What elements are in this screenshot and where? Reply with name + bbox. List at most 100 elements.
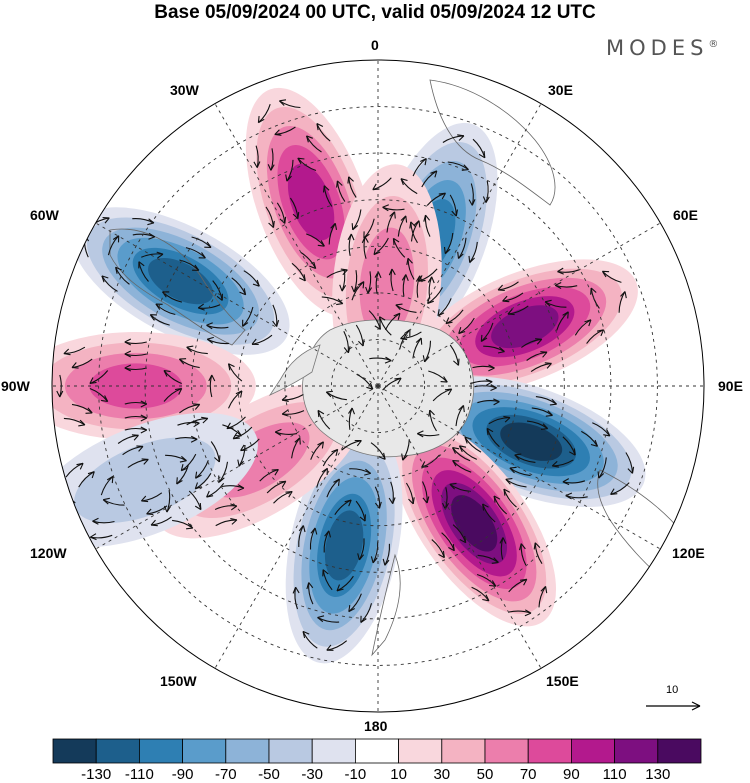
streamline-arrowhead (252, 279, 260, 287)
streamline-arrowhead (401, 274, 409, 282)
new-zealand-outline (371, 553, 401, 657)
colorbar-tick-label: 70 (519, 766, 537, 783)
streamline-arrowhead (457, 134, 465, 141)
streamline-arrowhead (518, 543, 526, 551)
streamline-arrowhead (554, 282, 562, 289)
streamline-arrowhead (330, 222, 338, 230)
colorbar-swatch-4 (225, 738, 270, 764)
streamline-arrowhead (464, 436, 472, 444)
streamline-arrowhead (317, 409, 325, 418)
streamline-arrowhead (317, 615, 325, 623)
lon-label-150w: 150W (160, 673, 197, 689)
streamline-arrowhead (448, 544, 455, 552)
streamline-arrowhead (551, 460, 559, 468)
streamline-arrowhead (155, 303, 163, 310)
colorbar-swatch-2 (138, 738, 183, 764)
colorbar-swatch-11 (527, 738, 572, 764)
colorbar-tick-label: -50 (258, 766, 280, 783)
streamline-arrowhead (298, 525, 306, 533)
streamline-arrowhead (206, 322, 213, 330)
streamline-arrowhead (237, 484, 245, 492)
streamline-arrowhead (285, 174, 292, 182)
streamline-arrowhead (87, 471, 95, 479)
streamline-arrowhead (297, 157, 305, 165)
page-title: Base 05/09/2024 00 UTC, valid 05/09/2024… (154, 2, 596, 23)
graticule (52, 60, 704, 712)
streamline-arrowhead (347, 233, 355, 241)
streamline-arrowhead (299, 274, 306, 282)
streamline-arrowhead (458, 404, 465, 413)
streamline-arrowhead (344, 499, 352, 507)
colorbar-tick-label: 50 (476, 766, 494, 783)
streamline-arrowhead (486, 427, 494, 436)
reference-vector-label: 10 (666, 684, 679, 696)
streamline-arrowhead (146, 508, 154, 516)
colorbar-tick-label: -30 (301, 766, 324, 783)
streamline-arrowhead (198, 252, 206, 259)
colorbar-swatch-3 (182, 738, 227, 764)
streamline-arrowhead (124, 338, 132, 346)
streamline-arrowhead (251, 338, 259, 346)
streamline-arrowhead (393, 312, 401, 320)
streamline-arrowhead (540, 423, 549, 430)
streamline-arrowhead (395, 303, 403, 311)
brand-logo: MODES® (606, 36, 719, 60)
streamline-arrowhead (507, 308, 515, 316)
streamline-arrowhead (458, 445, 467, 453)
streamline-arrowhead (373, 247, 381, 256)
streamline-arrowhead (443, 246, 451, 255)
streamline-arrowhead (322, 185, 330, 193)
streamline-arrowhead (101, 395, 109, 403)
anomaly-positive-30w-level-4 (287, 164, 335, 241)
colorbar-tick-label: 10 (390, 766, 407, 783)
streamline-arrowhead (148, 232, 156, 240)
streamline-arrowhead (175, 387, 183, 395)
streamline-arrowhead (524, 609, 532, 617)
streamline-arrowhead (115, 266, 122, 274)
anomaly-positive-145e-level-6 (451, 495, 498, 552)
streamline-arrowhead (294, 437, 301, 445)
streamline-arrowhead (214, 455, 221, 463)
streamline-arrowhead (378, 452, 386, 460)
streamline-arrowhead (370, 556, 378, 564)
streamline-arrowhead (192, 403, 201, 410)
streamline-arrowhead (140, 495, 149, 503)
streamline-arrowhead (406, 257, 413, 265)
streamline-arrowhead (503, 488, 511, 496)
streamline-arrowhead (216, 293, 223, 301)
streamline-arrowhead (354, 439, 362, 447)
streamline-arrowhead (363, 231, 370, 239)
streamline-arrowhead (415, 337, 423, 345)
streamline-arrowhead (201, 416, 209, 424)
streamline-arrowhead (388, 268, 396, 276)
streamline-arrowhead (590, 439, 599, 447)
wind-streamlines (52, 99, 635, 651)
lon-label-90w: 90W (1, 378, 30, 394)
streamline-arrowhead (101, 275, 109, 283)
latitude-circle (98, 106, 658, 666)
streamline-arrowhead (514, 453, 522, 461)
streamline-arrowhead (306, 582, 314, 590)
streamline-arrowhead (417, 430, 424, 438)
south-america-outline (109, 228, 246, 346)
streamline-arrowhead (413, 220, 421, 228)
streamline-arrowhead (240, 444, 248, 452)
streamline-arrowhead (124, 350, 132, 358)
streamline-arrowhead (102, 497, 110, 505)
meridian-line (377, 103, 542, 387)
streamline-arrowhead (489, 580, 497, 587)
streamline-arrowhead (279, 480, 287, 488)
colorbar-tick-label: -130 (81, 766, 112, 783)
streamline-arrowhead (468, 255, 475, 264)
anomaly-positive-70e-level-5 (491, 305, 559, 349)
streamline-arrowhead (468, 199, 476, 206)
streamline-arrowhead (549, 398, 557, 406)
streamline-arrowhead (480, 334, 488, 342)
streamline-arrowhead (274, 129, 282, 136)
streamline-arrowhead (78, 419, 86, 427)
streamline-arrowhead (279, 99, 287, 106)
streamline-arrowhead (490, 384, 497, 392)
streamline-arrowhead (485, 378, 493, 386)
lon-label-180: 180 (364, 718, 388, 734)
streamline-arrowhead (438, 550, 445, 559)
